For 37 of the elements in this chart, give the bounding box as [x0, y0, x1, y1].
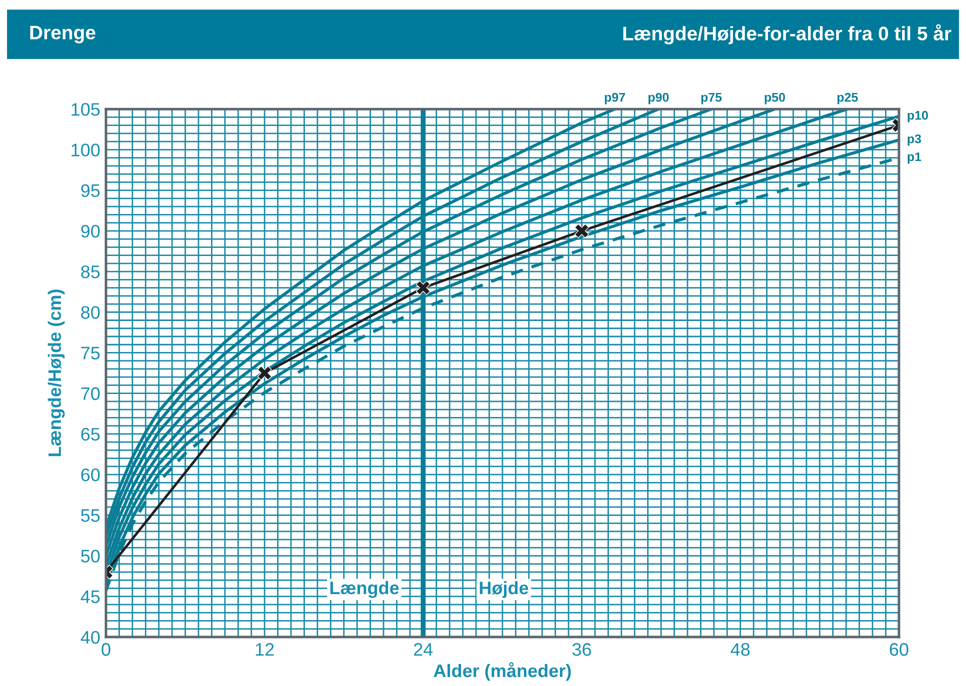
series-label: p25 — [837, 92, 858, 104]
annotation: Højde — [480, 581, 528, 598]
x-tick-label: 12 — [256, 643, 274, 656]
series-label: p90 — [648, 92, 669, 104]
y-tick-label: 60 — [81, 468, 100, 482]
y-tick-label: 80 — [81, 306, 100, 319]
point — [574, 224, 590, 238]
x-tick-label: 0 — [102, 643, 110, 656]
y-tick-label: 70 — [81, 387, 100, 400]
series-label: p50 — [764, 92, 785, 104]
x-tick-label: 24 — [414, 643, 433, 656]
chart-title: Længde/Højde-for-alder fra 0 til 5 år — [623, 24, 952, 44]
annotation: Længde — [330, 581, 399, 598]
y-axis-title: Længde/Højde (cm) — [48, 290, 65, 456]
y-tick-label: 40 — [80, 630, 100, 644]
y-tick-label: 90 — [81, 224, 100, 238]
x-tick-label: 36 — [572, 643, 592, 656]
y-tick-label: 65 — [81, 428, 100, 441]
x-axis-title: Alder (måneder) — [434, 662, 571, 681]
y-tick-label: 100 — [72, 144, 100, 156]
y-tick-label: 50 — [81, 550, 100, 563]
point — [257, 366, 272, 380]
y-tick-label: 55 — [81, 509, 100, 522]
series-label: p1 — [908, 152, 922, 164]
series-label: p3 — [908, 134, 922, 146]
y-tick-label: 45 — [80, 590, 100, 604]
chart-subtitle: Drenge — [30, 26, 96, 44]
y-tick-label: 105 — [72, 103, 100, 116]
point — [416, 280, 430, 296]
y-tick-label: 75 — [81, 346, 100, 360]
y-tick-label: 85 — [81, 265, 100, 278]
y-tick-label: 95 — [81, 184, 100, 198]
x-tick-label: 60 — [890, 643, 908, 656]
x-tick-label: 48 — [730, 643, 750, 656]
series-label: p97 — [604, 92, 626, 104]
series-label: p10 — [908, 110, 928, 122]
series-label: p75 — [701, 93, 722, 104]
